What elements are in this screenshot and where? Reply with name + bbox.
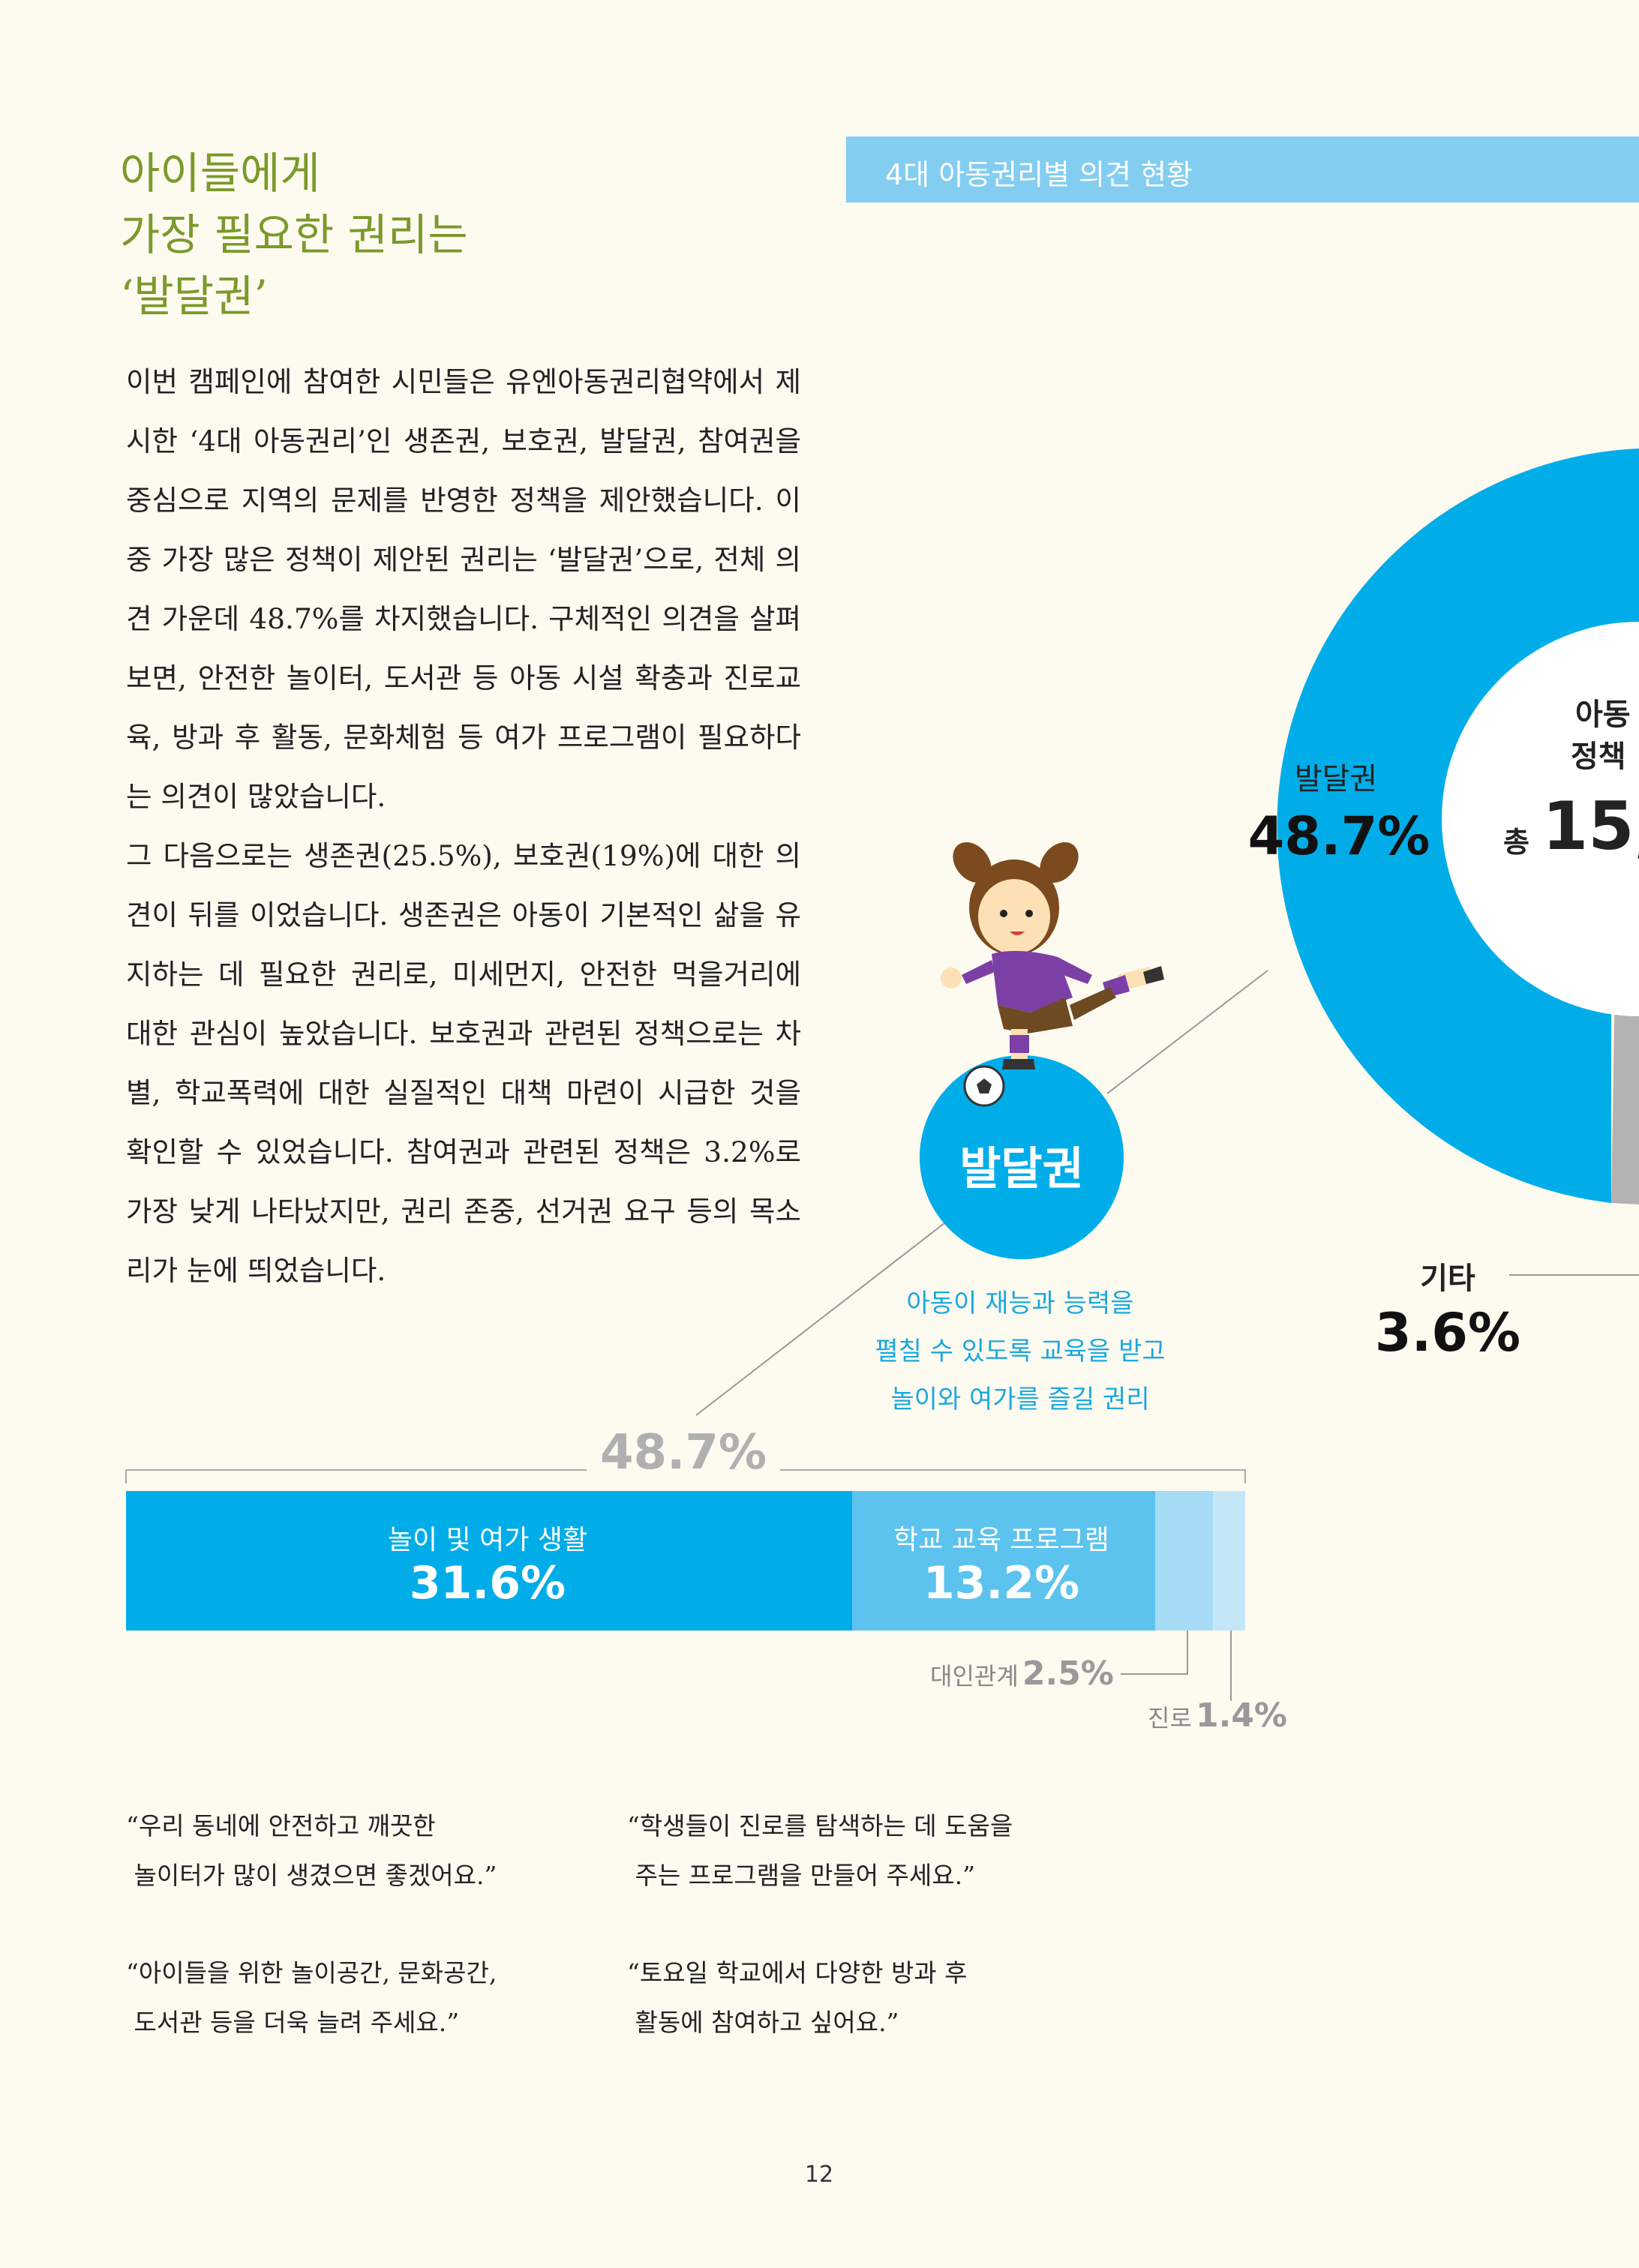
segment-value-school: 13.2% [923,1557,1080,1610]
development-value: 48.7% [1247,806,1430,867]
segment-label-career: 진로 1.4% [1148,1696,1287,1735]
section-title-line: 가장 필요한 권리는 [120,209,468,260]
quote-line: 도서관 등을 더욱 늘려 주세요.” [126,2008,460,2037]
bar-bracket [125,1469,1246,1484]
chart-header-label: 4대 아동권리별 의견 현황 [885,158,1193,191]
connector-line [695,1217,952,1416]
chart-header: 4대 아동권리별 의견 현황 [846,136,1639,202]
section-title: 아이들에게 가장 필요한 권리는 ‘발달권’ [120,142,468,327]
page-number: 12 [804,2162,834,2188]
quote-4: “토요일 학교에서 다양한 방과 후 활동에 참여하고 싶어요.” [627,1948,968,2048]
body-paragraph: 그 다음으로는 생존권(25.5%), 보호권(19%)에 대한 의견이 뒤를 … [126,839,801,1287]
quote-line: “우리 동네에 안전하고 깨끗한 [126,1811,436,1840]
segment-label-relation: 대인관계 2.5% [930,1654,1114,1693]
donut-hole [1442,622,1639,1016]
connector-line [1106,970,1268,1094]
bar-segment-2 [1155,1491,1213,1630]
section-title-line: 아이들에게 [120,148,320,199]
development-description: 아동이 재능과 능력을 펼칠 수 있도록 교육을 받고 놀이와 여가를 즐길 권… [833,1280,1208,1424]
segment-label-career-name: 진로 [1148,1704,1192,1732]
description-line: 아동이 재능과 능력을 [906,1288,1134,1318]
segment-value-play: 31.6% [409,1557,566,1610]
donut-center-line1: 아동 [1575,698,1631,732]
segment-label-career-value: 1.4% [1195,1696,1288,1735]
segment-label-relation-value: 2.5% [1022,1654,1114,1693]
quote-line: “학생들이 진로를 탐색하는 데 도움을 [627,1811,1013,1840]
body-paragraph: 이번 캠페인에 참여한 시민들은 유엔아동권리협약에서 제시한 ‘4대 아동권리… [126,365,801,813]
development-circle-label: 발달권 [959,1143,1084,1196]
donut-center-prefix: 총 [1503,826,1529,859]
bar-segment-0 [126,1491,852,1630]
development-label: 발달권 [1294,762,1378,796]
body-text: 이번 캠페인에 참여한 시민들은 유엔아동권리협약에서 제시한 ‘4대 아동권리… [126,352,801,1300]
donut-center-line2: 정책 [1571,740,1626,774]
quote-line: “아이들을 위한 놀이공간, 문화공간, [126,1958,497,1988]
segment-label-school: 학교 교육 프로그램 [893,1525,1109,1556]
other-value: 3.6% [1374,1302,1521,1364]
description-line: 펼칠 수 있도록 교육을 받고 [875,1336,1166,1366]
bar-segment-3 [1213,1491,1245,1630]
quote-line: 놀이터가 많이 생겼으면 좋겠어요.” [126,1861,497,1890]
bar-segment-1 [852,1491,1155,1630]
soccer-ball [963,1065,1005,1107]
section-title-line: ‘발달권’ [120,271,268,322]
quote-2: “학생들이 진로를 탐색하는 데 도움을 주는 프로그램을 만들어 주세요.” [627,1802,1013,1900]
other-label: 기타 [1420,1262,1475,1296]
segment-label-relation-name: 대인관계 [930,1662,1019,1690]
development-circle [920,1055,1124,1259]
quote-line: 주는 프로그램을 만들어 주세요.” [627,1861,975,1890]
quote-line: “토요일 학교에서 다양한 방과 후 [627,1958,968,1988]
child-illustration [941,842,1164,1070]
segment-label-play: 놀이 및 여가 생활 [387,1525,588,1556]
donut-center-value: 15, [1542,788,1639,865]
description-line: 놀이와 여가를 즐길 권리 [890,1384,1150,1414]
quote-line: 활동에 참여하고 싶어요.” [627,2008,899,2037]
bar-total-label: 48.7% [600,1425,767,1480]
quote-3: “아이들을 위한 놀이공간, 문화공간, 도서관 등을 더욱 늘려 주세요.” [126,1948,497,2048]
donut-slice-other [1611,968,1639,1204]
quote-1: “우리 동네에 안전하고 깨끗한 놀이터가 많이 생겼으면 좋겠어요.” [126,1802,497,1900]
